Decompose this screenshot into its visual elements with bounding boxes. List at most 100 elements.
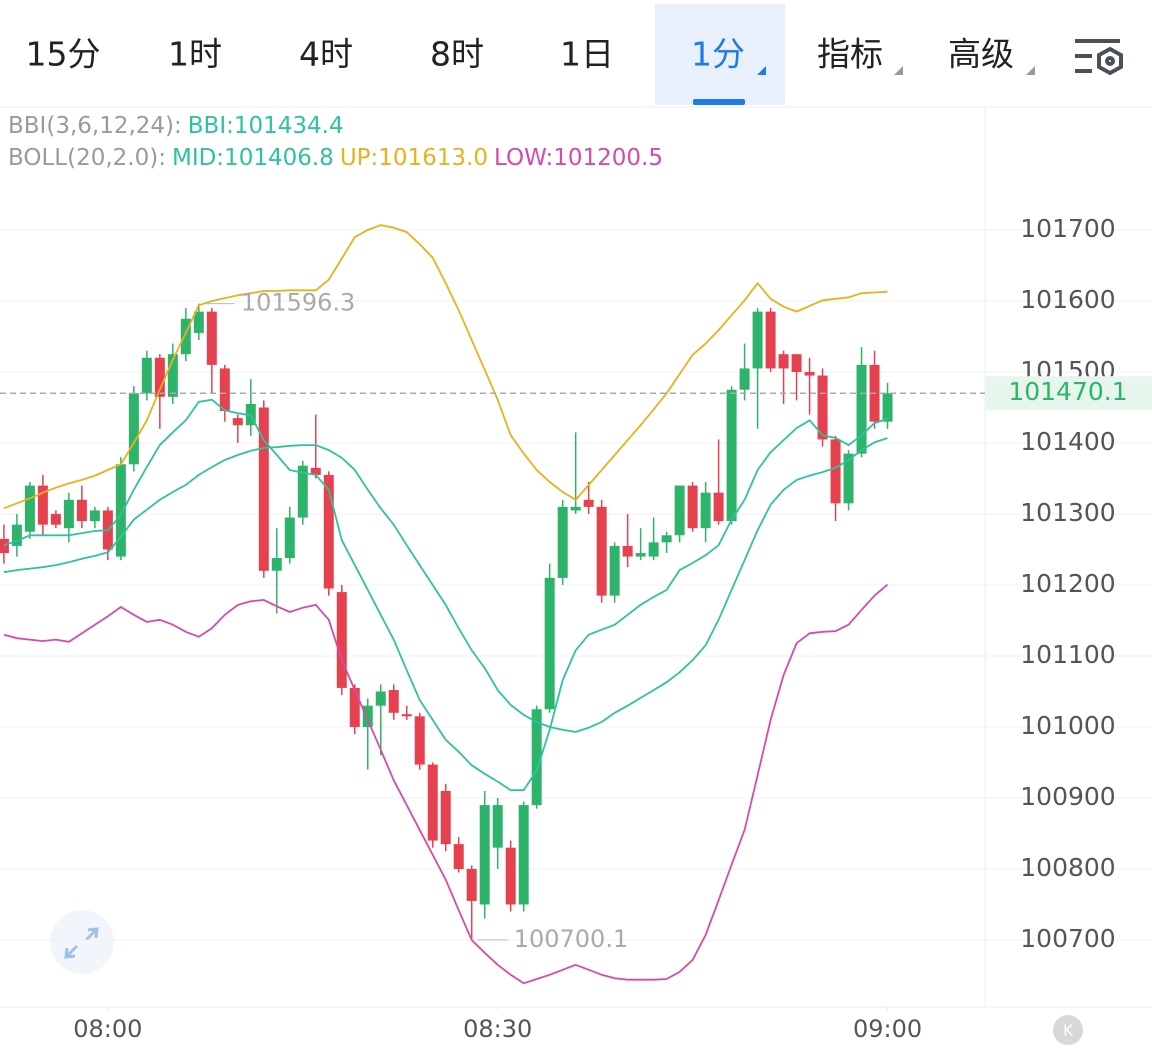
candle-body — [583, 499, 594, 507]
candle-body — [193, 311, 204, 333]
candle-body — [440, 790, 451, 845]
candle-body — [726, 389, 737, 522]
candle-body — [336, 592, 347, 688]
candle-body — [700, 492, 711, 529]
candle-body — [427, 764, 438, 841]
indicator-line — [3, 224, 888, 510]
candle-body — [674, 485, 685, 536]
expand-icon — [64, 927, 99, 959]
active-tab-bg — [655, 4, 785, 105]
tab[interactable]: 8时 — [430, 35, 484, 74]
y-tick-label: 100700 — [1020, 924, 1115, 953]
candle-body — [765, 311, 776, 369]
candle-body — [843, 453, 854, 504]
tab[interactable]: 1日 — [560, 35, 614, 74]
y-tick-label: 100800 — [1020, 853, 1115, 882]
candle-body — [648, 542, 659, 557]
candle-body — [544, 577, 555, 710]
candle-body — [505, 847, 516, 905]
tab-arrow — [894, 66, 903, 75]
candle-body — [284, 517, 295, 558]
candle-body — [63, 499, 74, 529]
candle-body — [401, 714, 412, 717]
x-tick-label: 08:30 — [463, 1015, 532, 1043]
k-button[interactable] — [1053, 1015, 1083, 1045]
tab[interactable]: 1时 — [168, 35, 222, 74]
candle-body — [622, 545, 633, 557]
tab[interactable]: 15分 — [26, 35, 101, 74]
candle-body — [115, 464, 126, 557]
y-tick-label: 101600 — [1020, 285, 1115, 314]
candle-body — [258, 407, 269, 571]
candle-body — [804, 371, 815, 376]
candle-body — [89, 510, 100, 522]
settings-icon[interactable] — [1075, 39, 1123, 76]
candle-body — [661, 535, 672, 543]
legend-item: LOW:101200.5 — [494, 145, 663, 171]
y-tick-label: 101700 — [1020, 214, 1115, 243]
candle-body — [11, 524, 22, 546]
last-price-box — [985, 376, 1152, 411]
legend: BBI(3,6,12,24): BBI:101434.4 — [8, 113, 344, 139]
candle-body — [206, 311, 217, 365]
candle-body — [323, 474, 334, 589]
legend: BOLL(20,2.0): MID:101406.8 UP:101613.0 LOW:… — [8, 145, 663, 171]
candle-body — [297, 465, 308, 518]
tab[interactable]: 4时 — [299, 35, 353, 74]
candle-body — [882, 393, 893, 422]
x-tick-label: 08:00 — [73, 1015, 142, 1043]
tab[interactable]: 指标 — [817, 35, 883, 74]
active-tab-underline — [693, 99, 745, 105]
legend-item: UP:101613.0 — [340, 145, 488, 171]
indicator-line — [3, 398, 888, 792]
y-tick-label: 101000 — [1020, 711, 1115, 740]
y-tick-label: 101300 — [1020, 498, 1115, 527]
tab-arrow — [1026, 66, 1035, 75]
candle-body — [570, 506, 581, 511]
candle-body — [596, 506, 607, 596]
y-tick-label: 101100 — [1020, 640, 1115, 669]
y-tick-label: 100900 — [1020, 782, 1115, 811]
tab[interactable]: 1分 — [691, 35, 745, 74]
candle-body — [687, 485, 698, 529]
candle-body — [349, 687, 360, 727]
candle-body — [518, 805, 529, 905]
candle-body — [219, 368, 230, 412]
candle-body — [791, 354, 802, 372]
candle-body — [557, 506, 568, 578]
y-tick-label: 101200 — [1020, 569, 1115, 598]
candle-body — [271, 557, 282, 571]
candle-body — [453, 844, 464, 869]
legend-item: BBI:101434.4 — [188, 113, 344, 139]
candle-body — [76, 499, 87, 522]
y-tick-label: 101400 — [1020, 427, 1115, 456]
indicator-line — [3, 437, 888, 733]
candle-body — [492, 805, 503, 848]
candle-body — [375, 691, 386, 706]
candle-body — [713, 492, 724, 522]
candle-body — [128, 393, 139, 465]
candle-body — [817, 375, 828, 440]
tab[interactable]: 高级 — [948, 35, 1014, 74]
candle-body — [609, 545, 620, 596]
legend-item: BOLL(20,2.0): — [8, 145, 166, 171]
candle-body — [362, 705, 373, 727]
candle-body — [414, 716, 425, 765]
candle-body — [531, 709, 542, 806]
candle-body — [24, 485, 35, 532]
candle-body — [37, 485, 48, 525]
expand-button[interactable] — [50, 910, 114, 974]
candle-body — [479, 805, 490, 905]
candle-body — [141, 357, 152, 394]
last-price-label: 101470.1 — [1008, 377, 1127, 406]
candle-body — [154, 357, 165, 397]
k-icon: K — [1063, 1022, 1074, 1040]
candle-body — [635, 553, 646, 557]
legend-item: MID:101406.8 — [172, 145, 334, 171]
tab-arrow — [757, 66, 766, 75]
candle-body — [778, 354, 789, 369]
indicator-line — [3, 583, 889, 985]
candle-body — [739, 368, 750, 390]
